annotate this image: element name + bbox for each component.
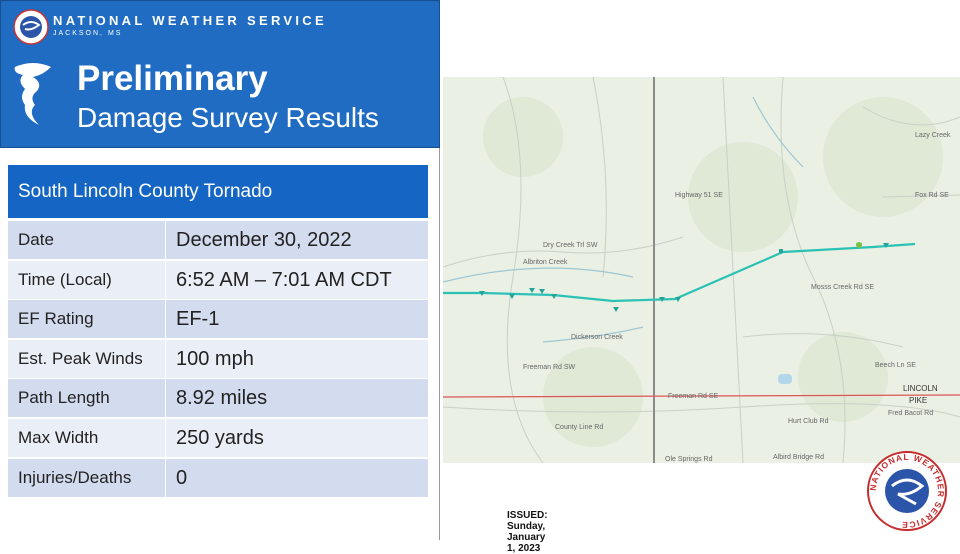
map: Albriton Creek Dickerson Creek Dry Creek…	[443, 77, 960, 463]
map-label: LINCOLN	[903, 384, 938, 393]
table-row: Path Length 8.92 miles	[8, 379, 428, 418]
map-label: Hurt Club Rd	[788, 418, 829, 425]
nws-seal: NATIONAL WEATHER SERVICE	[867, 451, 947, 531]
left-panel: NATIONAL WEATHER SERVICE JACKSON, MS Pre…	[0, 0, 548, 554]
subtitle: Damage Survey Results	[77, 102, 379, 133]
row-label: Date	[8, 221, 165, 259]
map-label: Ole Springs Rd	[665, 456, 713, 463]
map-label: Albird Bridge Rd	[773, 454, 824, 461]
map-label: Albriton Creek	[523, 259, 568, 266]
map-label: Freeman Rd SE	[668, 393, 719, 400]
table-row: Est. Peak Winds 100 mph	[8, 339, 428, 379]
row-label: EF Rating	[8, 300, 165, 339]
map-label: Fox Rd SE	[915, 192, 949, 199]
row-label: Est. Peak Winds	[8, 339, 165, 378]
issued: ISSUED: Sunday, January 1, 2023	[507, 510, 548, 554]
row-label: Max Width	[8, 419, 165, 457]
row-label: Injuries/Deaths	[8, 458, 165, 497]
table-title: South Lincoln County Tornado	[8, 165, 428, 218]
map-label: County Line Rd	[555, 424, 603, 431]
org-name: NATIONAL WEATHER SERVICE	[53, 13, 327, 28]
tornado-icon	[14, 63, 51, 125]
row-value: 0	[166, 458, 428, 497]
table-row: Time (Local) 6:52 AM – 7:01 AM CDT	[8, 260, 428, 300]
table-row: Date December 30, 2022	[8, 221, 428, 260]
map-label: Freeman Rd SW	[523, 364, 576, 371]
table-row: Injuries/Deaths 0	[8, 458, 428, 498]
header: NATIONAL WEATHER SERVICE JACKSON, MS Pre…	[0, 0, 440, 148]
title: Preliminary	[77, 59, 268, 98]
office: JACKSON, MS	[53, 30, 123, 37]
row-value: December 30, 2022	[166, 221, 428, 259]
map-label: Fred Bacot Rd	[888, 410, 933, 417]
map-label: PIKE	[909, 396, 927, 405]
map-label: Dickerson Creek	[571, 334, 623, 341]
row-label: Time (Local)	[8, 260, 165, 299]
row-value: 100 mph	[166, 339, 428, 378]
row-value: 6:52 AM – 7:01 AM CDT	[166, 260, 428, 299]
table-row: Max Width 250 yards	[8, 419, 428, 458]
map-label: Beech Ln SE	[875, 362, 916, 369]
nws-logo	[13, 9, 49, 45]
row-value: 8.92 miles	[166, 379, 428, 418]
map-label: Dry Creek Trl SW	[543, 242, 598, 249]
map-label: Mosss Creek Rd SE	[811, 284, 874, 291]
row-value: EF-1	[166, 300, 428, 339]
row-label: Path Length	[8, 379, 165, 418]
row-value: 250 yards	[166, 419, 428, 457]
map-label: Highway 51 SE	[675, 192, 723, 199]
table-row: EF Rating EF-1	[8, 300, 428, 339]
map-label: Lazy Creek	[915, 132, 951, 139]
